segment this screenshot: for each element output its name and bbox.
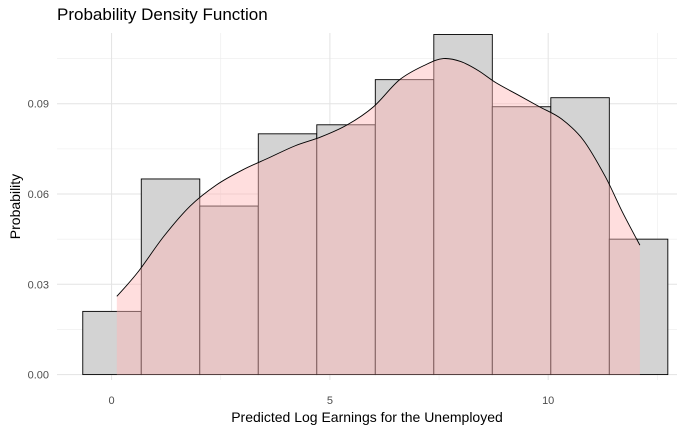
y-tick-label: 0.09 — [28, 99, 49, 111]
histogram-bar — [374, 79, 435, 376]
density-area — [116, 58, 640, 375]
histogram-bar — [608, 238, 669, 376]
y-axis-title: Probability — [7, 174, 23, 239]
x-tick-label: 0 — [109, 395, 115, 407]
x-tick-label: 10 — [542, 395, 554, 407]
density-line — [116, 58, 641, 297]
histogram-bar — [140, 178, 201, 376]
histogram-bars — [82, 34, 669, 376]
y-tick-label: 0.06 — [28, 189, 49, 201]
histogram-bar — [491, 106, 552, 376]
chart-title: Probability Density Function — [57, 5, 268, 24]
x-axis-title: Predicted Log Earnings for the Unemploye… — [231, 409, 503, 425]
x-tick-label: 5 — [327, 395, 333, 407]
histogram-bar — [199, 205, 259, 376]
y-tick-label: 0.03 — [28, 279, 49, 291]
x-axis: 0 5 10 — [109, 395, 555, 407]
y-tick-label: 0.00 — [28, 370, 49, 382]
histogram-bar — [82, 310, 142, 376]
y-axis: 0.00 0.03 0.06 0.09 — [28, 99, 49, 382]
histogram-bar — [550, 97, 610, 376]
histogram-bar — [257, 133, 318, 376]
histogram-bar — [433, 34, 493, 376]
